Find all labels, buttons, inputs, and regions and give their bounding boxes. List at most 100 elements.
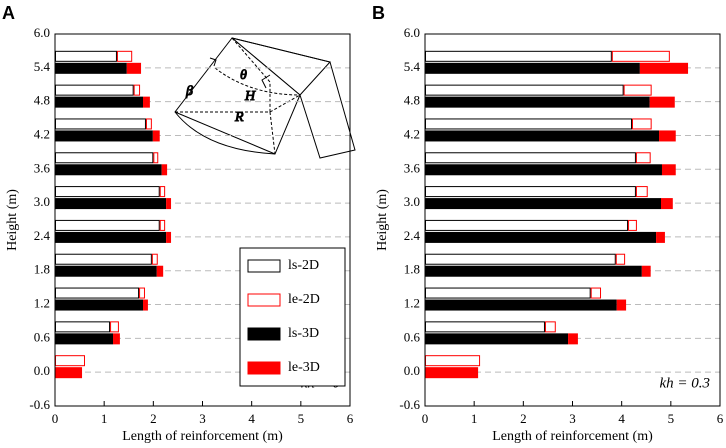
legend-label: ls-3D (288, 326, 319, 341)
bar-segment (159, 186, 166, 198)
y-tick-label: 4.8 (404, 93, 420, 108)
inset-label: R (234, 110, 244, 125)
bar-segment (425, 287, 591, 299)
bar-segment (568, 333, 578, 345)
y-tick-label: 1.2 (34, 296, 50, 311)
bar-segment (639, 62, 689, 74)
panel-label: B (372, 3, 385, 23)
y-tick-label: -0.6 (29, 397, 50, 412)
y-tick-label: 0.6 (34, 329, 51, 344)
panel: -0.6 0.0 0.6 1.2 1.8 2.4 3.0 3.6 4.2 4.8 5.4 6.0 0 1 2… (2, 3, 354, 444)
legend-swatch (247, 361, 281, 375)
x-tick-label: 5 (298, 411, 305, 426)
y-tick-label: 4.2 (34, 126, 50, 141)
bar-segment (661, 164, 676, 176)
x-tick-label: 5 (668, 411, 675, 426)
bar-segment (55, 84, 134, 96)
bar-segment (425, 367, 479, 379)
bar-segment (55, 198, 167, 210)
panel-label: A (2, 3, 15, 23)
bar-segment (590, 287, 602, 299)
bar-segment (659, 130, 676, 142)
x-tick-label: 0 (422, 411, 429, 426)
bar-segment (55, 355, 85, 367)
y-tick-label: 0.0 (34, 363, 50, 378)
x-tick-label: 4 (618, 411, 625, 426)
x-tick-label: 1 (471, 411, 478, 426)
plot-frame (54, 33, 351, 407)
bar-segment (159, 219, 166, 231)
bar-segment (55, 50, 117, 62)
bar-segment (425, 50, 612, 62)
bar-segment (55, 62, 127, 74)
legend-label: le-2D (288, 292, 320, 307)
bar-segment (110, 321, 119, 333)
x-tick-label: 2 (520, 411, 527, 426)
bar-segment (145, 118, 152, 130)
y-tick-label: 3.0 (404, 194, 420, 209)
y-tick-label: 5.4 (34, 59, 51, 74)
bar-segment (425, 84, 624, 96)
bar-segment (656, 231, 665, 243)
bar-segment (153, 152, 159, 164)
inset-label: H (244, 89, 256, 104)
y-tick-label: 6.0 (404, 25, 420, 40)
x-tick-label: 2 (150, 411, 157, 426)
y-tick-label: 4.8 (34, 93, 50, 108)
bar-segment (166, 231, 172, 243)
legend-swatch (247, 259, 281, 273)
bar-segment (641, 265, 651, 277)
bar-segment (161, 164, 168, 176)
x-tick-label: 6 (717, 411, 724, 426)
bar-segment (661, 198, 673, 210)
bar-segment (425, 164, 662, 176)
bar-segment (55, 253, 152, 265)
y-tick-label: 3.6 (404, 160, 421, 175)
bar-segment (166, 198, 172, 210)
bar-segment (616, 299, 627, 311)
y-tick-label: 2.4 (404, 228, 421, 243)
plot-frame (424, 33, 721, 407)
bar-segment (425, 152, 636, 164)
bar-segment (425, 198, 661, 210)
bar-segment (55, 219, 160, 231)
bar-segment (55, 231, 167, 243)
bar-segment (615, 253, 626, 265)
bar-segment (425, 96, 650, 108)
bar-segment (55, 287, 140, 299)
y-tick-label: 6.0 (34, 25, 50, 40)
legend-label: ls-2D (288, 258, 319, 273)
bar-segment (55, 299, 144, 311)
bar-segment (55, 186, 160, 198)
bar-segment (628, 219, 637, 231)
y-tick-label: 5.4 (404, 59, 421, 74)
bar-segment (425, 130, 660, 142)
bar-segment (133, 84, 141, 96)
bar-segment (425, 219, 629, 231)
bar-segment (139, 287, 145, 299)
bar-segment (544, 321, 556, 333)
x-tick-label: 4 (248, 411, 255, 426)
x-axis-label: Length of reinforcement (m) (492, 429, 653, 444)
bar-segment (425, 355, 481, 367)
x-axis-label: Length of reinforcement (m) (122, 429, 283, 444)
y-tick-label: 1.8 (34, 262, 50, 277)
bar-segment (425, 118, 632, 130)
bar-segment (649, 96, 675, 108)
bar-segment (143, 299, 148, 311)
y-tick-label: 0.0 (404, 363, 420, 378)
bar-segment (425, 321, 545, 333)
bar-segment (55, 333, 114, 345)
bar-segment (425, 186, 636, 198)
bar-segment (55, 130, 153, 142)
y-tick-label: 3.6 (34, 160, 51, 175)
annotation: kh = 0.3 (659, 375, 710, 391)
bar-segment (425, 333, 569, 345)
y-tick-label: 0.6 (404, 329, 421, 344)
bar-segment (631, 118, 652, 130)
bar-segment (143, 96, 150, 108)
legend-swatch (247, 293, 281, 307)
y-tick-label: 2.4 (34, 228, 51, 243)
y-tick-label: -0.6 (399, 397, 420, 412)
